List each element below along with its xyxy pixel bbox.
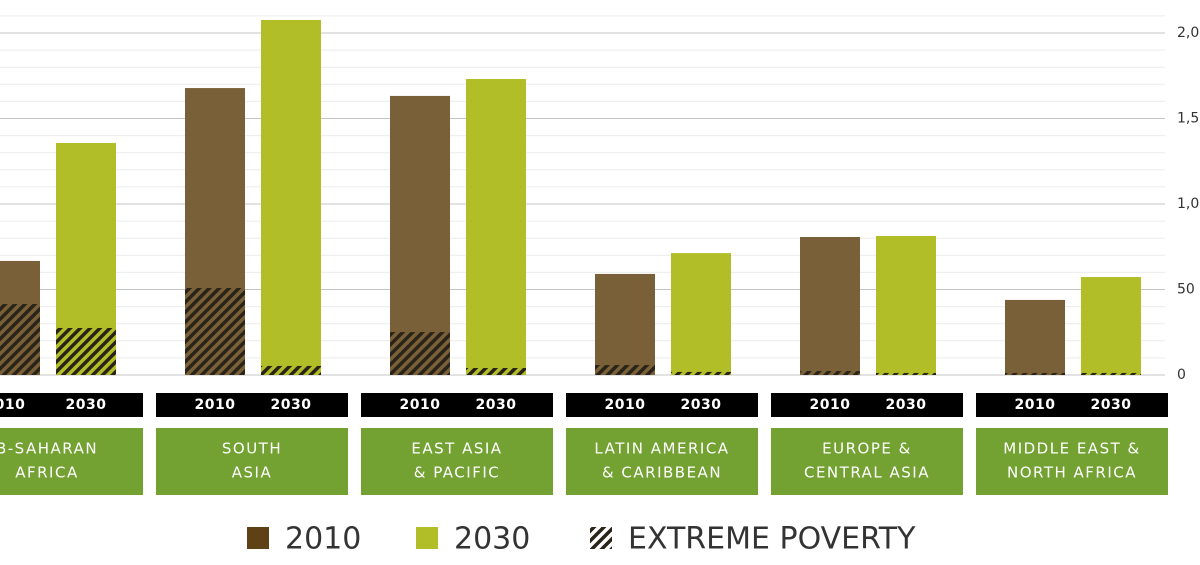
- legend-swatch: [416, 527, 438, 549]
- bar: [466, 79, 526, 375]
- extreme-poverty-bar: [261, 365, 321, 375]
- y-tick-label: 2,0: [1177, 25, 1199, 41]
- extreme-poverty-bar: [390, 332, 450, 375]
- bar: [595, 273, 655, 375]
- x-tick-label: B-SAHARAN: [0, 440, 98, 458]
- extreme-poverty-bar: [671, 371, 731, 375]
- extreme-poverty-bar: [0, 304, 40, 375]
- year-label: 2030: [1091, 397, 1132, 413]
- y-tick-label: 50: [1177, 282, 1195, 298]
- legend-hatch: [590, 527, 612, 549]
- year-label: 2010: [810, 397, 851, 413]
- year-label: 2030: [476, 397, 517, 413]
- bar: [671, 253, 731, 375]
- year-band: [361, 393, 553, 417]
- extreme-poverty-bar: [595, 365, 655, 375]
- extreme-poverty-bar: [1081, 372, 1141, 375]
- category-box: [771, 428, 963, 495]
- legend-swatch: [247, 527, 269, 549]
- category-box: [156, 428, 348, 495]
- category-box: [0, 428, 143, 495]
- year-label: 010: [0, 397, 25, 413]
- x-tick-label: ASIA: [232, 464, 272, 482]
- y-tick-label: 1,0: [1177, 196, 1199, 212]
- extreme-poverty-bar: [185, 287, 245, 375]
- year-label: 2010: [400, 397, 441, 413]
- x-tick-label: EUROPE &: [822, 440, 912, 458]
- year-label: 2030: [271, 397, 312, 413]
- x-tick-label: & PACIFIC: [414, 464, 500, 482]
- x-tick-label: SOUTH: [222, 440, 282, 458]
- bar: [1005, 299, 1065, 375]
- year-label: 2030: [681, 397, 722, 413]
- legend-label: 2030: [454, 522, 530, 557]
- category-box: [566, 428, 758, 495]
- y-tick-label: 0: [1177, 367, 1186, 383]
- x-tick-label: EAST ASIA: [411, 440, 502, 458]
- x-tick-label: LATIN AMERICA: [594, 440, 729, 458]
- x-tick-label: & CARIBBEAN: [602, 464, 722, 482]
- year-label: 2010: [605, 397, 646, 413]
- category-box: [976, 428, 1168, 495]
- x-tick-label: MIDDLE EAST &: [1003, 440, 1140, 458]
- extreme-poverty-bar: [56, 327, 116, 375]
- y-tick-label: 1,5: [1177, 111, 1199, 127]
- bar: [1081, 277, 1141, 375]
- bar: [800, 237, 860, 375]
- legend-label: 2010: [285, 522, 361, 557]
- year-label: 2030: [66, 397, 107, 413]
- extreme-poverty-bar: [876, 372, 936, 375]
- bar: [876, 235, 936, 375]
- bar: [261, 20, 321, 376]
- x-tick-label: AFRICA: [15, 464, 78, 482]
- year-band: [566, 393, 758, 417]
- x-tick-label: NORTH AFRICA: [1007, 464, 1137, 482]
- year-band: [156, 393, 348, 417]
- year-band: [0, 393, 143, 417]
- year-label: 2010: [1015, 397, 1056, 413]
- extreme-poverty-bar: [1005, 372, 1065, 375]
- legend-label: EXTREME POVERTY: [628, 522, 916, 557]
- year-label: 2010: [195, 397, 236, 413]
- x-tick-label: CENTRAL ASIA: [804, 464, 930, 482]
- extreme-poverty-bar: [466, 367, 526, 375]
- year-band: [976, 393, 1168, 417]
- year-band: [771, 393, 963, 417]
- bar: [390, 95, 450, 375]
- year-label: 2030: [886, 397, 927, 413]
- category-box: [361, 428, 553, 495]
- extreme-poverty-bar: [800, 371, 860, 375]
